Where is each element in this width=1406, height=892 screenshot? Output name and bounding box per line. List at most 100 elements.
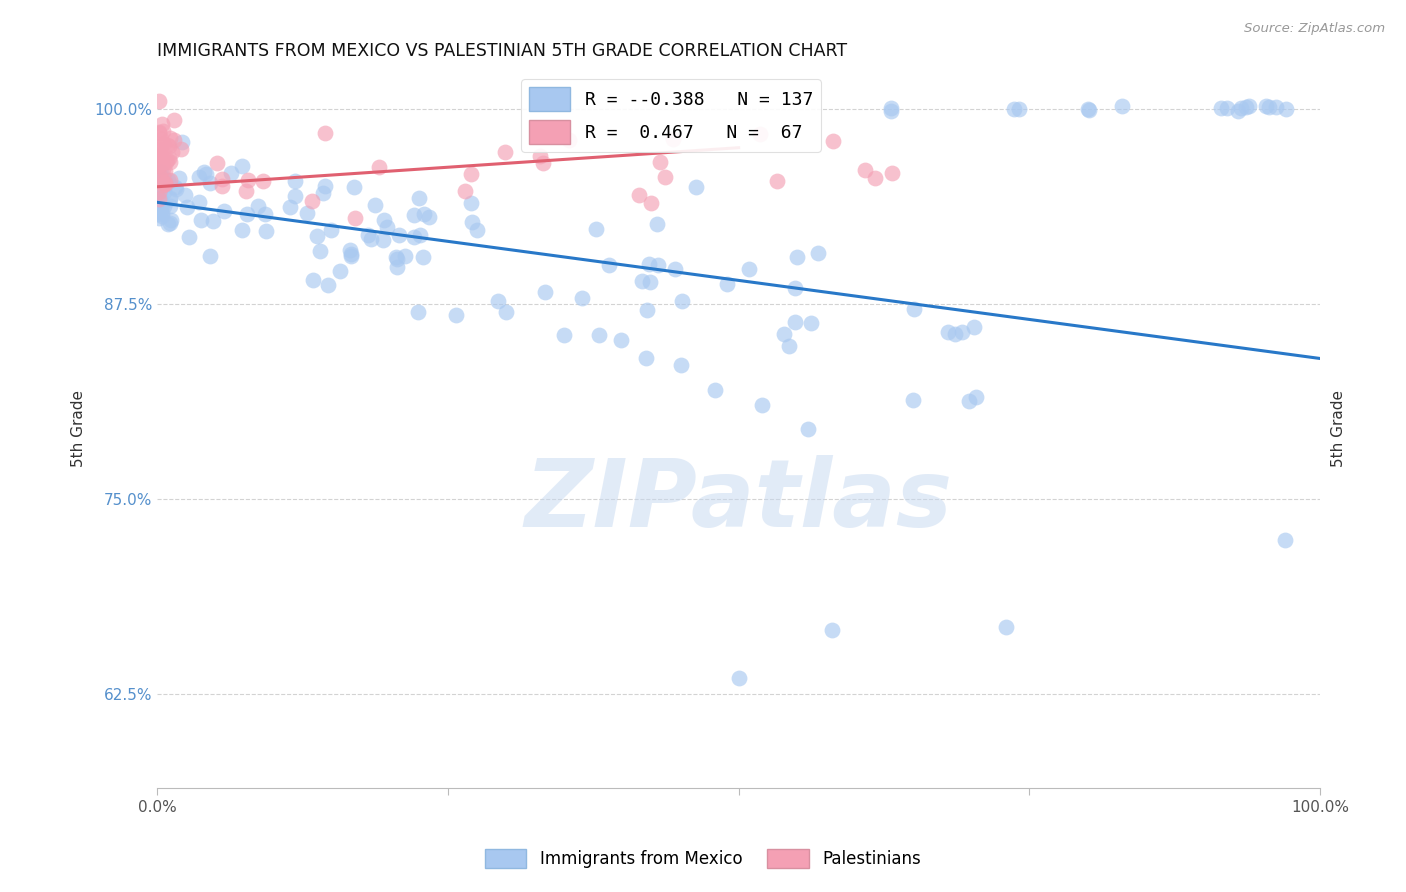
Point [1254, 99, 1277, 113]
Point [662, 132, 685, 146]
Point [1002, 103, 1025, 117]
Point [150, 197, 173, 211]
Point [1076, 102, 1098, 116]
Y-axis label: 5th Grade: 5th Grade [1331, 390, 1346, 467]
Point [1265, 100, 1288, 114]
Point [571, 291, 593, 305]
Point [148, 158, 170, 172]
Point [284, 189, 307, 203]
Point [465, 223, 488, 237]
Point [165, 182, 187, 196]
Point [558, 133, 581, 147]
Point [252, 174, 274, 188]
Point [148, 154, 170, 169]
Point [553, 328, 575, 343]
Legend: R = --0.388   N = 137, R =  0.467   N =  67: R = --0.388 N = 137, R = 0.467 N = 67 [522, 79, 821, 152]
Point [823, 134, 845, 148]
Point [188, 169, 211, 184]
Point [356, 228, 378, 243]
Point [901, 392, 924, 407]
Point [344, 211, 367, 225]
Point [159, 192, 181, 206]
Point [148, 125, 170, 139]
Point [153, 199, 176, 213]
Point [295, 205, 318, 219]
Point [367, 160, 389, 174]
Point [149, 207, 172, 221]
Point [364, 198, 387, 212]
Point [156, 217, 179, 231]
Point [187, 195, 209, 210]
Point [634, 351, 657, 366]
Point [148, 149, 170, 163]
Point [198, 249, 221, 263]
Point [150, 155, 173, 169]
Point [529, 149, 551, 163]
Point [533, 285, 555, 299]
Point [394, 249, 416, 263]
Point [301, 273, 323, 287]
Point [749, 128, 772, 142]
Point [254, 224, 277, 238]
Point [669, 358, 692, 372]
Point [155, 154, 177, 169]
Point [406, 305, 429, 319]
Point [149, 190, 172, 204]
Point [149, 157, 172, 171]
Point [402, 208, 425, 222]
Point [253, 207, 276, 221]
Point [727, 672, 749, 686]
Point [1209, 102, 1232, 116]
Point [737, 262, 759, 277]
Point [153, 164, 176, 178]
Point [340, 249, 363, 263]
Point [148, 142, 170, 156]
Point [156, 137, 179, 152]
Point [630, 274, 652, 288]
Point [148, 199, 170, 213]
Point [284, 174, 307, 188]
Point [783, 281, 806, 295]
Point [198, 177, 221, 191]
Point [671, 294, 693, 309]
Point [150, 209, 173, 223]
Text: IMMIGRANTS FROM MEXICO VS PALESTINIAN 5TH GRADE CORRELATION CHART: IMMIGRANTS FROM MEXICO VS PALESTINIAN 5T… [157, 42, 848, 60]
Point [1234, 100, 1257, 114]
Point [212, 204, 235, 219]
Point [588, 328, 610, 343]
Point [800, 316, 823, 330]
Point [152, 137, 174, 152]
Point [494, 145, 516, 159]
Point [148, 185, 170, 199]
Point [162, 112, 184, 127]
Point [820, 623, 842, 637]
Point [404, 230, 426, 244]
Point [150, 175, 173, 189]
Point [418, 211, 440, 225]
Point [148, 204, 170, 219]
Point [314, 126, 336, 140]
Point [385, 260, 408, 274]
Point [157, 138, 180, 153]
Legend: Immigrants from Mexico, Palestinians: Immigrants from Mexico, Palestinians [478, 842, 928, 875]
Point [1077, 103, 1099, 117]
Point [704, 383, 727, 397]
Text: ZIPatlas: ZIPatlas [524, 455, 953, 547]
Point [495, 304, 517, 318]
Point [765, 174, 787, 188]
Point [461, 214, 484, 228]
Point [152, 161, 174, 176]
Point [880, 104, 903, 119]
Point [1237, 98, 1260, 112]
Point [305, 228, 328, 243]
Point [716, 277, 738, 292]
Point [1274, 102, 1296, 116]
Point [863, 170, 886, 185]
Point [371, 233, 394, 247]
Point [159, 191, 181, 205]
Point [412, 207, 434, 221]
Point [152, 124, 174, 138]
Point [149, 167, 172, 181]
Point [903, 301, 925, 316]
Point [797, 422, 820, 436]
